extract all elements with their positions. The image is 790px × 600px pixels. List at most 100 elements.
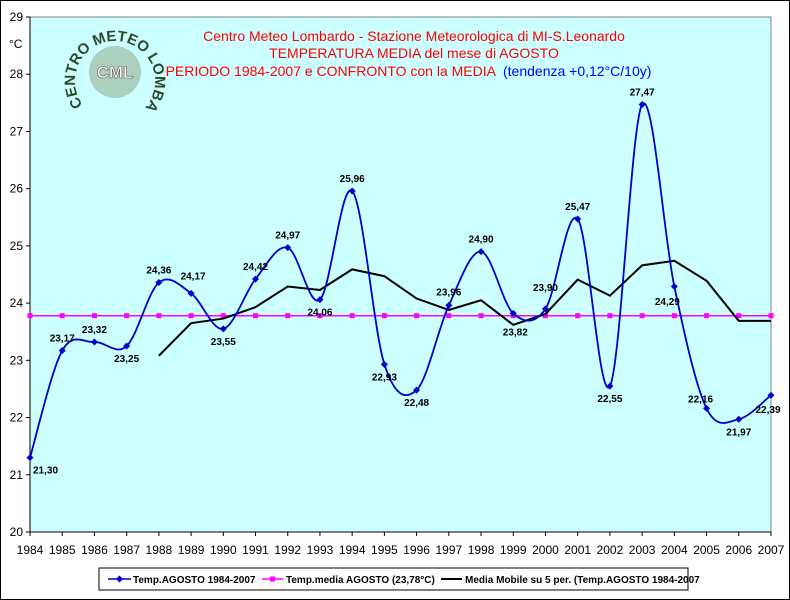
x-tick-label: 1994 [339,543,366,557]
series-mean-point [59,313,65,319]
data-label: 24,29 [655,297,680,308]
series-mean-point [736,313,742,319]
series-mean-point [542,313,548,319]
legend-label-series-2: Temp.media AGOSTO (23,78°C) [286,575,435,586]
axes: 20 21 22 23 24 25 26 27 28 29 1984 1985 1986 1987 1988… [10,10,785,557]
legend-marker-series-2 [270,576,275,582]
series-mean-point [381,313,387,319]
legend-box [98,567,689,591]
y-tick-label: 22 [10,411,24,425]
series-temperature-point [574,215,582,223]
series-temperature-point [445,301,453,309]
series-mean-point [124,313,130,319]
x-tick-label: 2006 [725,543,752,557]
x-tick-label: 1985 [49,543,76,557]
x-tick-label: 1993 [307,543,334,557]
data-label: 24,42 [243,262,268,273]
data-label: 23,82 [503,327,528,338]
y-tick-label: 29 [10,10,24,24]
y-tick-label: 27 [10,124,24,138]
series-temperature-point [26,454,34,462]
x-tick-label: 1987 [113,543,140,557]
series-mean-point [253,313,259,319]
x-tick-label: 2000 [532,543,559,557]
y-unit-label: °C [9,37,23,51]
series-temperature-point [735,415,743,423]
data-label: 21,30 [33,466,58,477]
trend-text: (tendenza +0,12°C/10y) [503,63,651,79]
series-temperature-point [606,382,614,390]
x-tick-label: 1988 [146,543,173,557]
data-label: 27,47 [630,88,655,99]
chart-title-line-1: Centro Meteo Lombardo - Stazione Meteoro… [203,28,625,44]
data-label: 25,47 [565,202,590,213]
logo-map-shape [89,46,141,98]
legend: Temp.AGOSTO 1984-2007 Temp.media AGOSTO … [98,567,700,591]
series-temperature-point [380,360,388,368]
series-mean-point [156,313,162,319]
plot-area [29,16,772,533]
series-mean-point [446,313,452,319]
series-temperature-point [187,289,195,297]
series-mean-point [478,313,484,319]
series-temperature-point [509,309,517,317]
data-labels: 21,30 23,17 23,32 23,25 24,36 24,17 23,55 24,42… [33,88,781,477]
series-mean-point [285,313,291,319]
x-tick-label: 2005 [693,543,720,557]
series-mean-point [639,313,645,319]
data-label: 21,97 [726,427,751,438]
series-temperature-line [29,102,772,458]
y-tick-label: 21 [10,468,24,482]
series-moving-average-line [158,259,771,357]
series-temperature-point [219,325,227,333]
data-label: 22,39 [755,405,780,416]
series-temperature-point [477,248,485,256]
data-label: 23,17 [50,334,75,345]
x-tick-label: 1999 [500,543,527,557]
x-tick-label: 1990 [210,543,237,557]
x-tick-label: 1984 [17,543,44,557]
data-label: 24,17 [181,271,206,282]
legend-label-series-3: Media Mobile su 5 per. (Temp.AGOSTO 1984… [465,575,700,586]
series-mean-point [91,313,97,319]
series-temperature-point [284,244,292,252]
series-temperature-point [58,347,66,355]
data-label: 22,93 [372,372,397,383]
data-label: 24,06 [307,308,332,319]
y-tick-label: 26 [10,182,24,196]
data-label: 22,48 [404,398,429,409]
series-temperature-point [90,338,98,346]
chart-title-line-3: PERIODO 1984-2007 e CONFRONTO con la MED… [166,63,497,79]
x-tick-label: 1995 [371,543,398,557]
data-label: 22,16 [688,394,713,405]
series-temperature-point [252,275,260,283]
data-label: 24,36 [146,266,171,277]
series-temperature-point [123,342,131,350]
x-tick-label: 2003 [629,543,656,557]
x-tick-label: 2007 [758,543,785,557]
series-mean-point [704,313,710,319]
data-label: 24,97 [275,231,300,242]
chart-title-line-2: TEMPERATURA MEDIA del mese di AGOSTO [269,45,559,61]
series-temperature-point [155,279,163,287]
series-mean-point [575,313,581,319]
data-label: 23,90 [533,283,558,294]
x-tick-label: 1989 [178,543,205,557]
series-temperature-point [413,386,421,394]
y-tick-label: 23 [10,353,24,367]
logo-abbr: CML [97,63,134,82]
series-mean-point [220,313,226,319]
y-tick-label: 20 [10,525,24,539]
x-tick-label: 1991 [242,543,269,557]
data-label: 23,96 [436,287,461,298]
data-label: 23,55 [211,337,236,348]
series-mean-point [671,313,677,319]
data-label: 23,25 [114,354,139,365]
series-temperature-point [541,305,549,313]
x-tick-label: 2002 [597,543,624,557]
x-tick-label: 1996 [403,543,430,557]
x-tick-label: 1997 [435,543,462,557]
x-tick-label: 2004 [661,543,688,557]
data-label: 23,32 [82,325,107,336]
